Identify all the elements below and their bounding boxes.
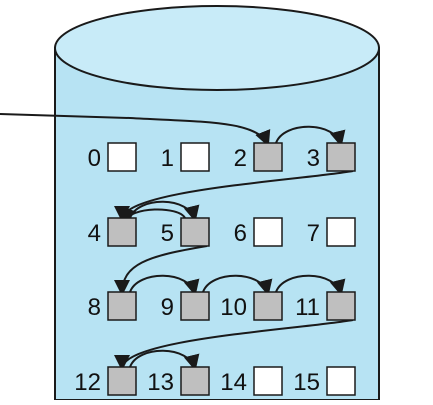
block-9-used <box>180 291 210 321</box>
link-arrow-5-to-8 <box>114 245 208 296</box>
block-0-free <box>107 142 137 172</box>
block-12-used <box>107 366 137 396</box>
block-label-7: 7 <box>307 220 320 247</box>
link-arrow-8-to-9 <box>129 274 200 296</box>
block-label-0: 0 <box>88 145 101 172</box>
disk-cylinder-top <box>54 5 380 91</box>
block-label-3: 3 <box>307 145 320 172</box>
block-label-11: 11 <box>295 294 320 321</box>
block-13-used <box>180 366 210 396</box>
links-layer <box>0 113 354 371</box>
block-14-free <box>253 366 283 396</box>
link-arrow-12-to-13 <box>129 349 200 371</box>
block-label-13: 13 <box>147 369 174 396</box>
block-3-used <box>326 142 356 172</box>
block-label-8: 8 <box>88 294 101 321</box>
block-label-9: 9 <box>161 294 174 321</box>
block-15-free <box>326 366 356 396</box>
block-11-used <box>326 291 356 321</box>
block-1-free <box>180 142 210 172</box>
block-label-2: 2 <box>234 145 247 172</box>
link-arrow-11-to-12 <box>114 319 354 371</box>
link-arrow-9-to-10 <box>202 274 273 296</box>
block-label-10: 10 <box>220 294 247 321</box>
link-arrow-10-to-11 <box>275 274 346 296</box>
block-label-6: 6 <box>234 220 247 247</box>
block-5-used <box>180 217 210 247</box>
block-label-14: 14 <box>220 369 247 396</box>
block-label-4: 4 <box>88 220 101 247</box>
block-6-free <box>253 217 283 247</box>
entry-pointer-arrow <box>0 113 271 147</box>
block-label-1: 1 <box>161 145 174 172</box>
block-label-12: 12 <box>74 369 101 396</box>
block-8-used <box>107 291 137 321</box>
block-2-used <box>253 142 283 172</box>
link-arrow-2-to-3 <box>275 125 346 147</box>
block-4-used <box>107 217 137 247</box>
block-7-free <box>326 217 356 247</box>
block-10-used <box>253 291 283 321</box>
block-label-15: 15 <box>293 369 320 396</box>
block-label-5: 5 <box>161 220 174 247</box>
